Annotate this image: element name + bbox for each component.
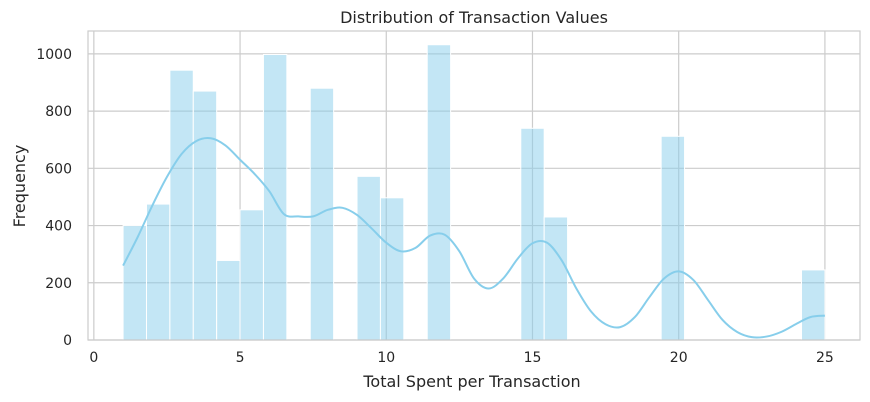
y-tick-label: 200 (45, 276, 72, 292)
histogram-bar (192, 90, 218, 341)
kde-curve (122, 137, 826, 339)
chart-title: Distribution of Transaction Values (340, 8, 608, 27)
x-tick-label: 15 (524, 350, 542, 366)
kde-layer (122, 137, 826, 339)
y-tick-label: 600 (45, 161, 72, 177)
x-tick-label: 20 (670, 350, 688, 366)
x-tick-label: 0 (89, 350, 98, 366)
histogram-bar (145, 203, 171, 341)
ticks-layer: 0 5 10 15 20 25 0 200 400 600 800 1000 (36, 47, 833, 366)
histogram-bar (356, 175, 381, 341)
y-tick-label: 400 (45, 219, 72, 235)
bars-layer (122, 44, 826, 341)
x-tick-label: 10 (377, 350, 395, 366)
histogram-bar (801, 269, 826, 341)
x-axis-label: Total Spent per Transaction (362, 372, 580, 391)
histogram-bar (216, 259, 241, 341)
histogram-bar (660, 135, 686, 341)
y-tick-label: 1000 (36, 47, 72, 63)
histogram-bar (543, 216, 569, 341)
x-tick-label: 25 (816, 350, 834, 366)
x-tick-label: 5 (236, 350, 245, 366)
plot-frame (87, 30, 861, 341)
histogram-bar (426, 44, 452, 341)
histogram-bar (309, 87, 335, 341)
y-axis-label: Frequency (10, 145, 29, 228)
y-tick-label: 800 (45, 104, 72, 120)
y-tick-label: 0 (63, 333, 72, 349)
histogram-bar (520, 127, 545, 341)
histogram-bar (239, 209, 264, 341)
histogram-bar (379, 197, 405, 341)
histogram-bar (262, 53, 288, 341)
histogram-bar (169, 69, 194, 341)
